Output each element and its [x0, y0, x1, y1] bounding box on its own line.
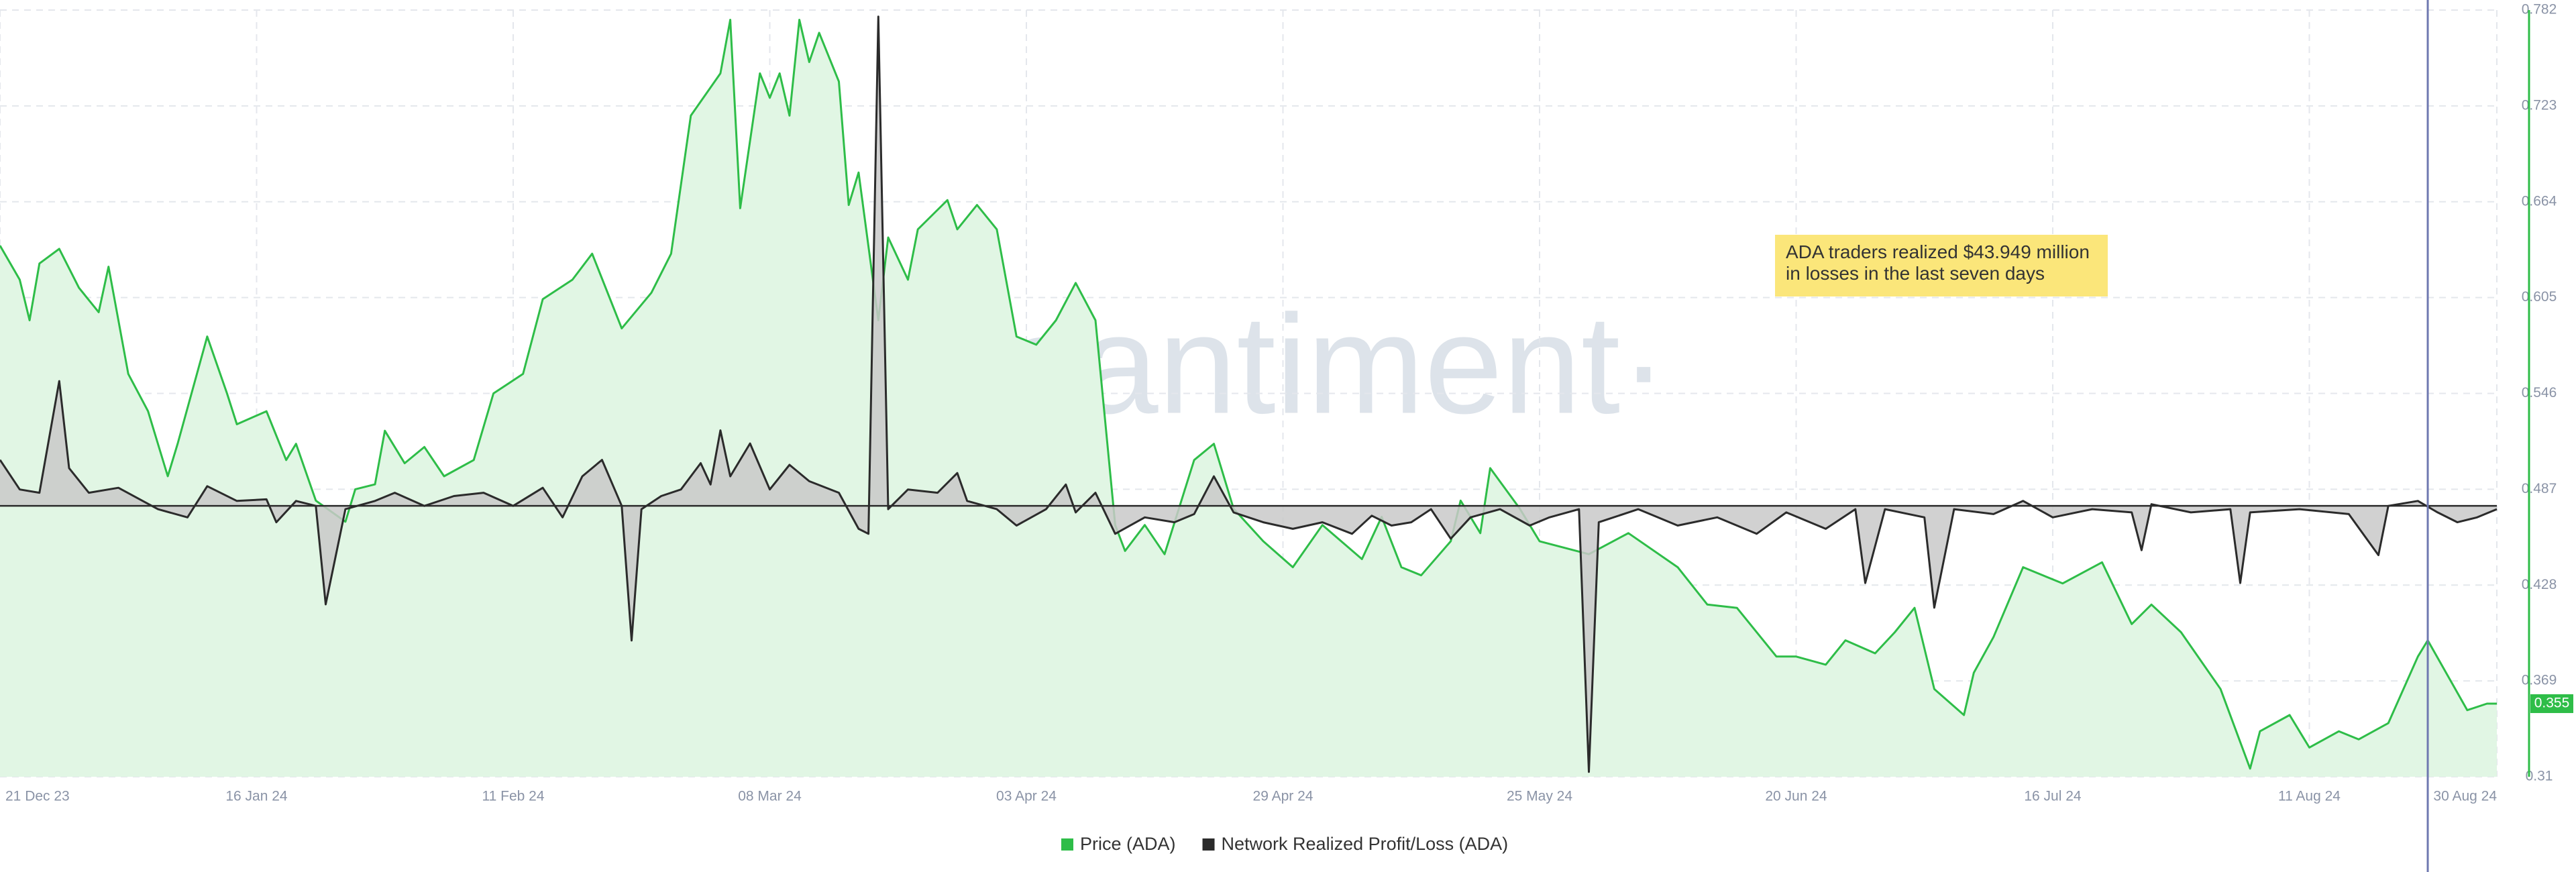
y-tick-label: 0.546 — [2522, 385, 2557, 400]
y-tick-label: 0.605 — [2522, 289, 2557, 305]
legend-label: Network Realized Profit/Loss (ADA) — [1222, 834, 1509, 854]
x-tick-label: 25 May 24 — [1507, 789, 1572, 804]
annotation-box — [1775, 235, 2108, 296]
last-value-badge — [2530, 694, 2573, 714]
y-tick-label: 0.782 — [2522, 2, 2557, 17]
y-tick-label: 0.31 — [2526, 769, 2553, 784]
x-tick-label: 11 Aug 24 — [2278, 789, 2341, 804]
x-tick-label: 29 Apr 24 — [1253, 789, 1313, 804]
series-line — [0, 15, 2498, 773]
legend-swatch — [1061, 838, 1073, 851]
x-tick-label: 16 Jul 24 — [2024, 789, 2082, 804]
annotation-text: ADA traders realized $43.949 million in l… — [1786, 241, 2090, 284]
series-area — [0, 19, 2497, 777]
y-tick-label: 0.723 — [2522, 97, 2557, 113]
y-tick-label: 0.664 — [2522, 193, 2557, 209]
x-tick-label: 03 Apr 24 — [996, 789, 1057, 804]
y-tick-label: 0.428 — [2522, 577, 2557, 592]
last-value-label: 0.355 — [2534, 696, 2570, 711]
y-tick-label: 0.487 — [2522, 481, 2557, 496]
y-tick-label: 0.369 — [2522, 673, 2557, 688]
x-tick-label: 16 Jan 24 — [225, 789, 288, 804]
legend-swatch — [1202, 838, 1215, 851]
annotation: ADA traders realized $43.949 million in l… — [1775, 235, 2108, 296]
x-tick-label: 11 Feb 24 — [482, 789, 544, 804]
x-tick-label: 30 Aug 24 — [2433, 789, 2497, 804]
series-line — [0, 19, 2497, 770]
x-tick-label: 20 Jun 24 — [1765, 789, 1827, 804]
legend-label: Price (ADA) — [1080, 834, 1176, 854]
x-tick-label: 08 Mar 24 — [738, 789, 802, 804]
x-tick-label: 21 Dec 23 — [5, 789, 70, 804]
